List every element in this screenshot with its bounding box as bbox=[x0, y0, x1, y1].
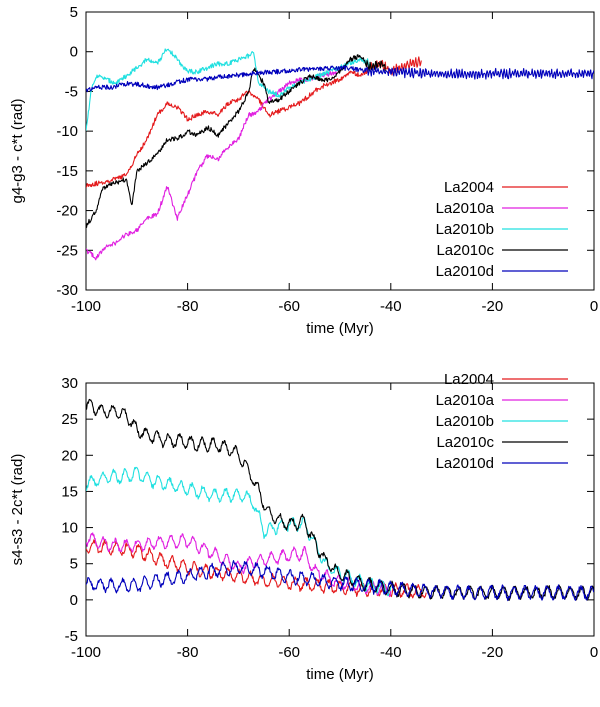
series-line-la2004 bbox=[86, 539, 427, 599]
series-line-la2010a bbox=[86, 532, 392, 598]
x-tick-label: -40 bbox=[380, 644, 402, 661]
y-tick-label: 5 bbox=[70, 4, 78, 21]
legend-label-la2010b: La2010b bbox=[436, 413, 494, 430]
x-tick-label: 0 bbox=[590, 644, 598, 661]
x-tick-label: 0 bbox=[590, 298, 598, 315]
y-tick-label: -5 bbox=[65, 83, 78, 100]
x-axis-label: time (Myr) bbox=[306, 320, 374, 337]
series-line-la2010d bbox=[86, 65, 594, 93]
y-tick-label: 25 bbox=[61, 411, 78, 428]
x-tick-label: -20 bbox=[482, 644, 504, 661]
y-tick-label: 10 bbox=[61, 520, 78, 537]
x-tick-label: -60 bbox=[278, 644, 300, 661]
panel-top: -100 -80 -60 -40 -20 0 -30 -25 -20 -15 -10 -5 0 5 time… bbox=[9, 4, 598, 337]
panel-bottom: -100 -80 -60 -40 -20 0 -5 0 5 10 15 20 25 30 time (Myr… bbox=[9, 371, 598, 683]
legend-label-la2010d: La2010d bbox=[436, 455, 494, 472]
y-axis-label: s4-s3 - 2c*t (rad) bbox=[9, 454, 26, 566]
series-line-la2010d bbox=[86, 560, 594, 602]
legend-label-la2010a: La2010a bbox=[436, 392, 495, 409]
y-tick-label: 20 bbox=[61, 447, 78, 464]
x-tick-label: -40 bbox=[380, 298, 402, 315]
series-line-la2010c bbox=[86, 398, 594, 601]
legend-label-la2010d: La2010d bbox=[436, 263, 494, 280]
y-tick-label: 15 bbox=[61, 483, 78, 500]
y-tick-label: 5 bbox=[70, 556, 78, 573]
x-tick-label: -20 bbox=[482, 298, 504, 315]
x-tick-label: -80 bbox=[177, 298, 199, 315]
y-tick-label: 30 bbox=[61, 375, 78, 392]
y-axis-label: g4-g3 - c*t (rad) bbox=[9, 98, 26, 203]
x-tick-label: -100 bbox=[71, 644, 101, 661]
x-tick-label: -100 bbox=[71, 298, 101, 315]
x-tick-label: -80 bbox=[177, 644, 199, 661]
legend-label-la2004: La2004 bbox=[444, 179, 494, 196]
legend-label-la2004: La2004 bbox=[444, 371, 494, 388]
series-line-la2004 bbox=[86, 56, 422, 188]
y-tick-label: 0 bbox=[70, 44, 78, 61]
legend-label-la2010c: La2010c bbox=[436, 242, 494, 259]
series-line-la2010b bbox=[86, 466, 392, 597]
y-tick-label: -10 bbox=[56, 123, 78, 140]
y-tick-label: -20 bbox=[56, 203, 78, 220]
plot-frame bbox=[85, 382, 595, 637]
y-tick-label: -15 bbox=[56, 163, 78, 180]
y-tick-label: -5 bbox=[65, 628, 78, 645]
legend-label-la2010a: La2010a bbox=[436, 200, 495, 217]
legend-label-la2010c: La2010c bbox=[436, 434, 494, 451]
plot-frame bbox=[85, 11, 595, 291]
series-line-la2010b bbox=[86, 48, 371, 131]
x-tick-label: -60 bbox=[278, 298, 300, 315]
legend-label-la2010b: La2010b bbox=[436, 221, 494, 238]
y-tick-label: 0 bbox=[70, 592, 78, 609]
y-tick-label: -25 bbox=[56, 242, 78, 259]
y-tick-label: -30 bbox=[56, 282, 78, 299]
series-line-la2010c bbox=[86, 54, 386, 229]
series-line-la2010a bbox=[86, 69, 341, 261]
x-axis-label: time (Myr) bbox=[306, 666, 374, 683]
